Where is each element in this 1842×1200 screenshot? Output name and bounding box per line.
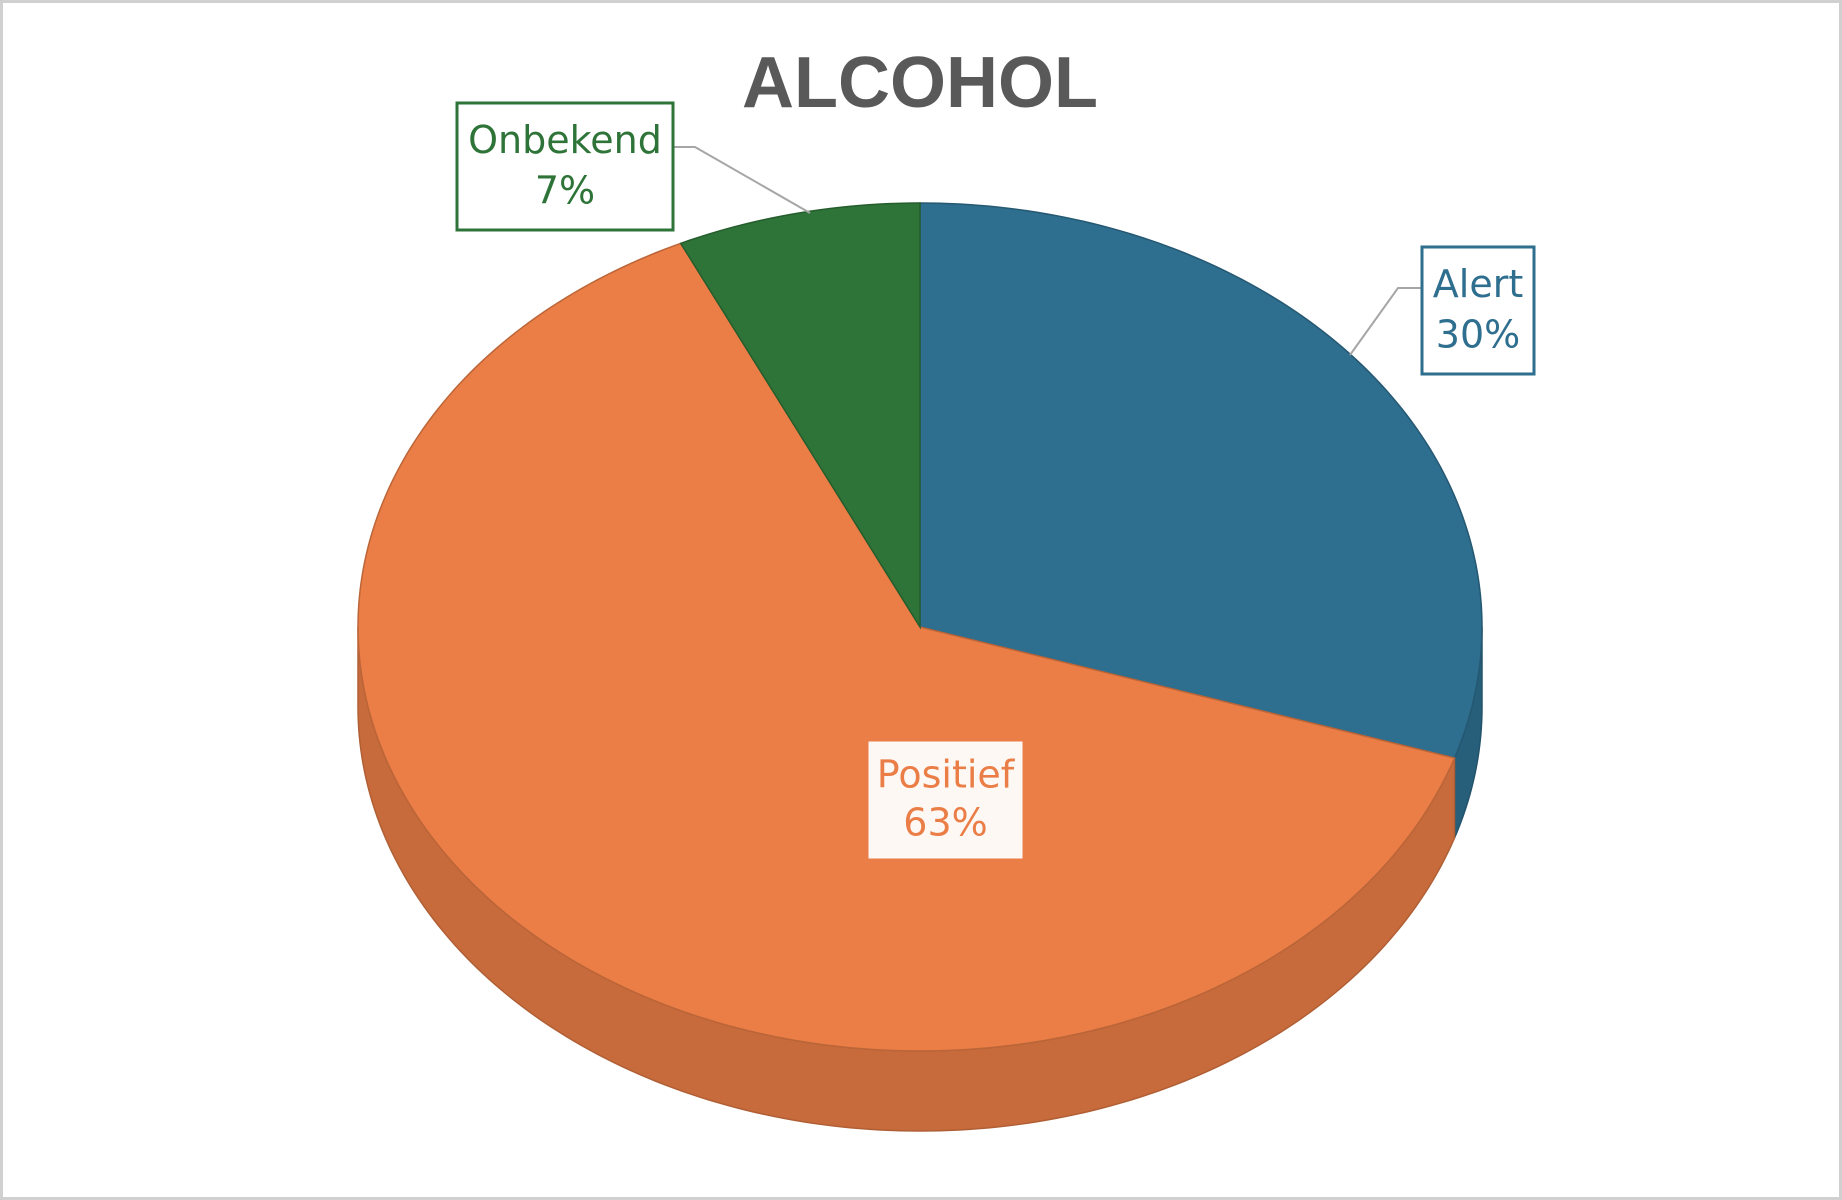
label-box [865, 738, 1026, 862]
label-value: 7% [535, 169, 595, 213]
label-category: Alert [1433, 262, 1523, 306]
pie-slice [357, 242, 1456, 1052]
chart-title: ALCOHOL [742, 43, 1098, 123]
label-value: 63% [903, 801, 987, 845]
label-box [1420, 245, 1536, 376]
label-category: Positief [877, 753, 1016, 797]
label-box [455, 101, 675, 232]
pie-slice [919, 202, 1483, 759]
label-category: Onbekend [468, 118, 662, 162]
pie-slice [679, 202, 921, 630]
leader-line [673, 146, 811, 214]
leader-line [1349, 287, 1422, 356]
label-value: 30% [1436, 313, 1520, 357]
